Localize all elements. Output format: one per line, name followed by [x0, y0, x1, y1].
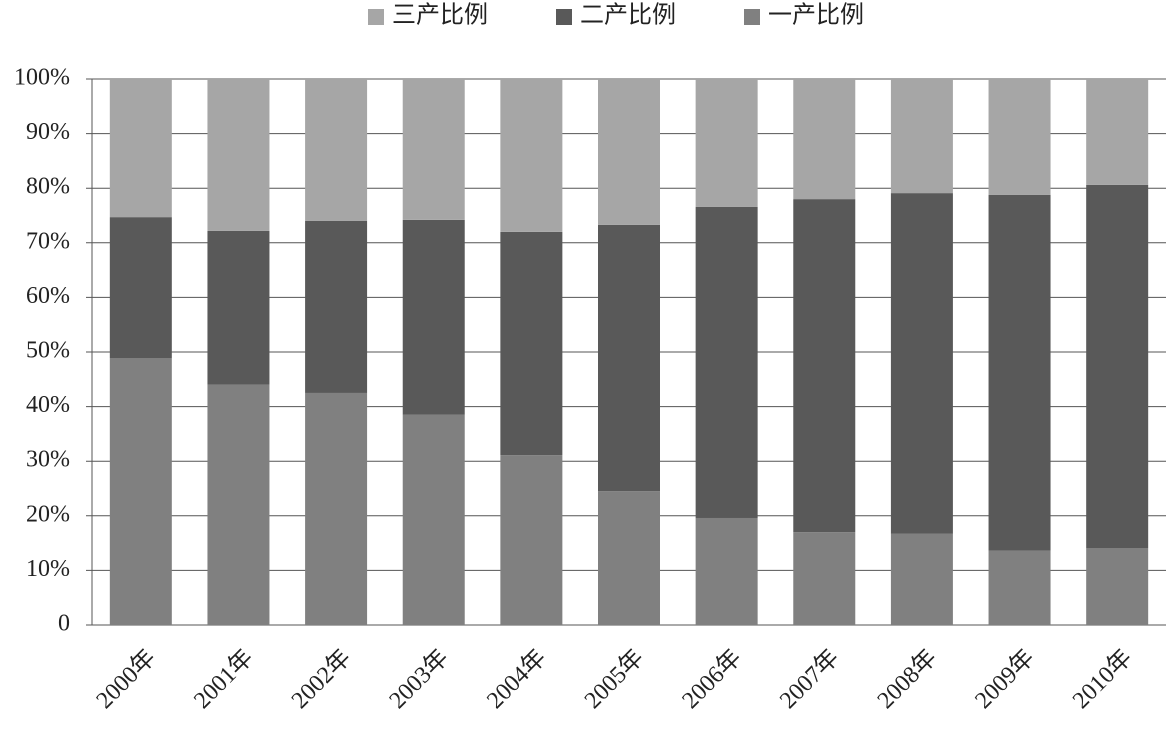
bar-segment: [402, 414, 465, 625]
bar-segment: [1086, 548, 1149, 625]
bar-segment: [305, 79, 368, 221]
bar-segment: [500, 455, 563, 625]
y-tick-label: 20%: [26, 501, 70, 527]
bar-segment: [793, 79, 856, 200]
y-tick-label: 10%: [26, 556, 70, 582]
x-tick-label: 2003年: [384, 644, 454, 714]
bar-segment: [695, 206, 758, 518]
y-tick-label: 60%: [26, 283, 70, 309]
x-tick-label: 2005年: [579, 644, 649, 714]
y-tick-label: 40%: [26, 392, 70, 418]
bar-segment: [500, 231, 563, 456]
x-tick-label: 2000年: [91, 644, 161, 714]
bar-segment: [793, 199, 856, 533]
bar-segment: [890, 533, 953, 625]
bar-segment: [598, 224, 660, 492]
x-tick-label: 2004年: [481, 644, 551, 714]
legend-swatch: [368, 9, 384, 25]
bar-segment: [109, 358, 172, 625]
bar-segment: [598, 79, 660, 225]
bar-segment: [207, 79, 270, 231]
bar-segment: [207, 230, 270, 385]
y-tick-label: 50%: [26, 338, 70, 364]
legend-swatch: [744, 9, 760, 25]
bar-segment: [109, 79, 172, 218]
y-tick-label: 30%: [26, 447, 70, 473]
bar-segment: [890, 193, 953, 534]
bar-segment: [890, 79, 953, 194]
bar-segment: [402, 219, 465, 415]
bar-segment: [305, 392, 368, 625]
x-tick-label: 2009年: [970, 644, 1040, 714]
legend-label: 三产比例: [392, 2, 488, 29]
bar-segment: [793, 532, 856, 625]
x-tick-label: 2010年: [1067, 644, 1137, 714]
bar-segment: [695, 79, 758, 207]
bar-segment: [207, 384, 270, 625]
bar-segment: [305, 220, 368, 393]
bar-segment: [500, 79, 563, 232]
y-tick-label: 0: [58, 611, 70, 637]
bar-segment: [598, 491, 660, 625]
x-tick-label: 2007年: [774, 644, 844, 714]
y-tick-label: 70%: [26, 228, 70, 254]
y-tick-label: 90%: [26, 119, 70, 145]
bar-segment: [1086, 79, 1149, 185]
x-tick-label: 2008年: [872, 644, 942, 714]
bar-segment: [1086, 184, 1149, 549]
bar-segment: [402, 79, 465, 220]
y-tick-label: 80%: [26, 174, 70, 200]
y-tick-label: 100%: [14, 65, 70, 91]
bar-segment: [988, 79, 1051, 195]
legend-swatch: [556, 9, 572, 25]
legend-label: 二产比例: [580, 2, 676, 29]
x-tick-label: 2002年: [286, 644, 356, 714]
x-tick-label: 2001年: [189, 644, 259, 714]
legend-label: 一产比例: [768, 2, 864, 29]
bar-segment: [109, 217, 172, 359]
x-tick-label: 2006年: [677, 644, 747, 714]
bar-segment: [695, 517, 758, 625]
bar-segment: [988, 194, 1051, 551]
bar-segment: [988, 550, 1051, 625]
